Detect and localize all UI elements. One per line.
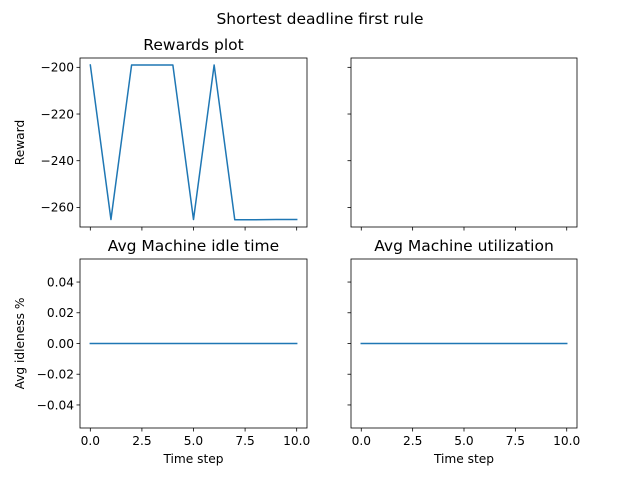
rewards-ytick-label-1: −240 [41, 154, 74, 168]
subplot-util: 0.0 2.5 5.0 7.5 10.0 Avg Machine utilization T… [347, 237, 580, 466]
util-xtick-label-0: 0.0 [352, 434, 371, 448]
idle-xtick-label-1: 2.5 [132, 434, 151, 448]
subplot-idle: 0.0 2.5 5.0 7.5 10.0 −0.04 −0.02 0.00 0.02 0.04 Av… [13, 237, 310, 466]
rewards-ytick-label-2: −220 [41, 107, 74, 121]
idle-ytick-label-0: −0.04 [37, 398, 75, 412]
idle-ytick-label-1: −0.02 [37, 368, 74, 382]
idle-xtick-label-3: 7.5 [235, 434, 254, 448]
idle-xtick-label-0: 0.0 [81, 434, 100, 448]
empty-axes-frame [350, 57, 578, 228]
util-subplot-title: Avg Machine utilization [374, 237, 554, 255]
subplot-grid: −260 −240 −220 −200 Rewards plot Reward 0.0 2.5… [13, 36, 580, 466]
idle-xtick-label-4: 10.0 [283, 434, 310, 448]
rewards-ytick-label-3: −200 [41, 61, 74, 75]
idle-ytick-label-2: 0.00 [47, 337, 74, 351]
idle-ytick-label-4: 0.04 [47, 275, 74, 289]
idle-y-axis-label: Avg idleness % [13, 298, 27, 390]
idle-x-axis-label: Time step [162, 452, 223, 466]
idle-xtick-label-2: 5.0 [184, 434, 203, 448]
subplot-rewards: −260 −240 −220 −200 Rewards plot Reward [13, 36, 308, 231]
util-xtick-label-2: 5.0 [454, 434, 473, 448]
rewards-ytick-label-0: −260 [41, 201, 74, 215]
util-xtick-label-4: 10.0 [553, 434, 580, 448]
idle-ytick-label-3: 0.02 [47, 306, 74, 320]
figure-title: Shortest deadline first rule [216, 10, 423, 28]
rewards-series-line-0 [89, 64, 298, 221]
rewards-y-axis-label: Reward [13, 120, 27, 165]
rewards-subplot-title: Rewards plot [143, 36, 243, 54]
util-x-axis-label: Time step [433, 452, 494, 466]
idle-subplot-title: Avg Machine idle time [108, 237, 279, 255]
subplot-empty [347, 57, 578, 231]
util-xtick-label-1: 2.5 [403, 434, 422, 448]
util-xtick-label-3: 7.5 [506, 434, 525, 448]
